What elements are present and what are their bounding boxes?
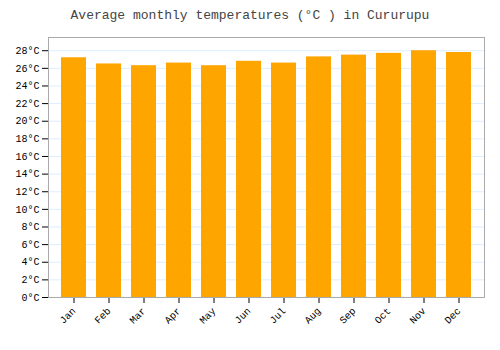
svg-text:0°C: 0°C [21,293,39,304]
svg-text:May: May [198,306,219,327]
svg-text:22°C: 22°C [15,99,39,110]
svg-text:26°C: 26°C [15,64,39,75]
svg-text:Feb: Feb [93,306,114,327]
svg-text:Jul: Jul [268,306,289,327]
svg-text:2°C: 2°C [21,275,39,286]
svg-text:12°C: 12°C [15,187,39,198]
svg-text:8°C: 8°C [21,222,39,233]
svg-text:10°C: 10°C [15,205,39,216]
svg-text:4°C: 4°C [21,257,39,268]
svg-text:6°C: 6°C [21,240,39,251]
svg-text:Aug: Aug [303,306,324,327]
svg-text:20°C: 20°C [15,116,39,127]
svg-text:Dec: Dec [443,306,464,327]
svg-text:18°C: 18°C [15,134,39,145]
svg-text:Sep: Sep [338,306,359,327]
svg-text:14°C: 14°C [15,169,39,180]
svg-text:Oct: Oct [373,306,394,327]
svg-text:24°C: 24°C [15,81,39,92]
svg-text:28°C: 28°C [15,46,39,57]
svg-text:Mar: Mar [128,306,149,327]
svg-text:Apr: Apr [163,306,184,327]
svg-text:Jun: Jun [233,306,254,327]
svg-text:16°C: 16°C [15,152,39,163]
svg-text:Nov: Nov [408,306,429,327]
svg-text:Jan: Jan [58,306,79,327]
html-text:Average monthly temperatures (: Average monthly temperatures (°C ) in Cu… [70,8,430,23]
